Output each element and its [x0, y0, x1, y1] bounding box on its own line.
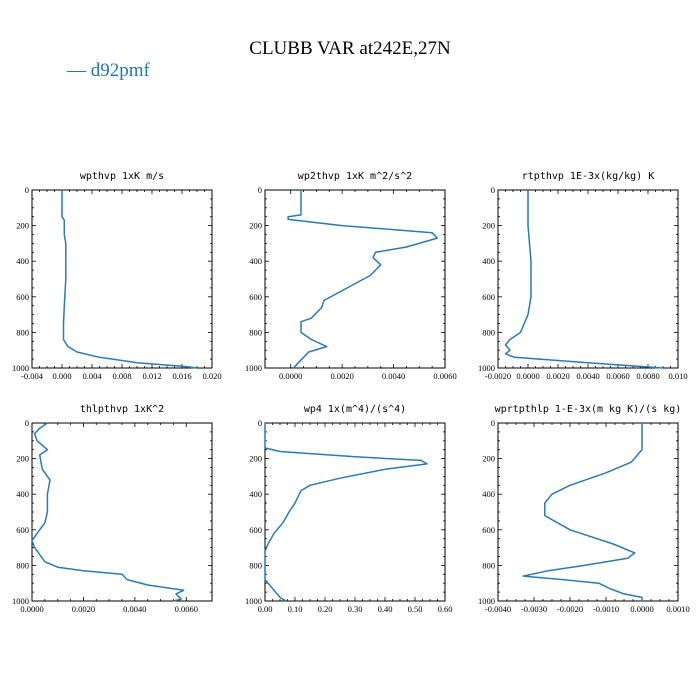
x-tick-label: 0.0000 — [279, 371, 302, 381]
x-tick-label: -0.0010 — [593, 604, 619, 614]
x-tick-label: 0.0000 — [20, 604, 43, 614]
x-tick-label: 0.010 — [668, 371, 687, 381]
panel-title: wpthvp 1xK m/s — [80, 171, 164, 182]
series-line-d92pmf — [522, 423, 643, 601]
panel-title: rtpthvp 1E-3x(kg/kg) K — [522, 171, 654, 182]
y-tick-label: 600 — [249, 525, 262, 535]
panel-3: rtpthvp 1E-3x(kg/kg) K -0.0020 0.0000 0.002… — [478, 171, 688, 381]
y-tick-label: 0 — [258, 418, 262, 428]
x-tick-label: -0.004 — [21, 371, 44, 381]
y-tick-label: 400 — [249, 256, 262, 266]
panel-2: wp2thvp 1xK m^2/s^2 0.0000 0.0020 0.0040 0.0… — [245, 171, 457, 381]
y-tick-label: 0 — [25, 185, 29, 195]
x-tick-label: 0.012 — [142, 371, 161, 381]
x-tick-label: 0.0000 — [516, 371, 539, 381]
y-tick-label: 200 — [482, 454, 495, 464]
x-tick-label: 0.008 — [112, 371, 131, 381]
y-tick-label: 400 — [482, 256, 495, 266]
y-tick-label: 200 — [249, 221, 262, 231]
x-tick-label: 0.0010 — [666, 604, 689, 614]
plot-frame — [31, 189, 213, 369]
y-tick-label: 800 — [482, 327, 495, 337]
series-line-d92pmf — [31, 422, 185, 602]
y-tick-label: 800 — [249, 327, 262, 337]
panel-title: thlpthvp 1xK^2 — [80, 404, 164, 415]
y-tick-label: 200 — [482, 221, 495, 231]
x-tick-label: 0.0000 — [630, 604, 653, 614]
y-tick-label: 1000 — [245, 363, 262, 373]
series-line-d92pmf — [61, 190, 198, 369]
panel-title: wprtpthlp 1-E-3x(m kg K)/(s kg) — [495, 404, 682, 415]
y-tick-label: 0 — [491, 418, 495, 428]
y-tick-label: 600 — [16, 292, 29, 302]
x-tick-label: 0.10 — [288, 604, 303, 614]
x-tick-label: 0.0020 — [330, 371, 353, 381]
y-tick-label: 800 — [482, 560, 495, 570]
y-tick-label: 0 — [491, 185, 495, 195]
x-tick-label: 0.0040 — [382, 371, 405, 381]
y-tick-label: 600 — [249, 292, 262, 302]
panel-title: wp4 1x(m^4)/(s^4) — [304, 404, 406, 415]
x-tick-label: 0.0060 — [175, 604, 198, 614]
panel-5: wp4 1x(m^4)/(s^4) 0.00 0.10 0.20 0.30 0.40 0.5… — [245, 404, 452, 614]
y-tick-label: 400 — [16, 256, 29, 266]
x-tick-label: 0.016 — [172, 371, 191, 381]
series-line-d92pmf — [264, 423, 428, 602]
figure-title: CLUBB VAR at242E,27N — [249, 38, 451, 59]
y-tick-label: 400 — [16, 489, 29, 499]
x-tick-label: 0.0020 — [546, 371, 569, 381]
y-tick-label: 600 — [482, 292, 495, 302]
panel-6: wprtpthlp 1-E-3x(m kg K)/(s kg) -0.0040 -0… — [478, 404, 690, 614]
y-tick-label: 1000 — [12, 596, 29, 606]
y-tick-label: 400 — [482, 489, 495, 499]
x-tick-label: 0.0040 — [576, 371, 599, 381]
x-tick-label: 0.004 — [82, 371, 102, 381]
plot-frame — [497, 422, 679, 602]
x-tick-label: 0.50 — [408, 604, 423, 614]
x-tick-label: 0.30 — [348, 604, 363, 614]
x-tick-label: 0.00 — [258, 604, 273, 614]
x-tick-label: 0.0060 — [606, 371, 629, 381]
x-tick-label: -0.0040 — [485, 604, 511, 614]
y-tick-label: 0 — [258, 185, 262, 195]
x-tick-label: 0.40 — [378, 604, 393, 614]
panel-1: wpthvp 1xK m/s -0.004 0.000 0.004 0.008 0.012… — [12, 171, 222, 381]
y-tick-label: 1000 — [12, 363, 29, 373]
x-tick-label: -0.0020 — [485, 371, 511, 381]
plot-frame — [497, 189, 679, 369]
panel-4: thlpthvp 1xK^2 0.0000 0.0020 0.0040 0.0060 0 2… — [12, 404, 213, 614]
panels: wpthvp 1xK m/s-0.004 0.000 0.004 0.008 0.012… — [12, 171, 690, 614]
x-tick-label: 0.020 — [202, 371, 221, 381]
x-tick-label: 0.000 — [52, 371, 71, 381]
y-tick-label: 600 — [482, 525, 495, 535]
x-tick-label: -0.0020 — [557, 604, 583, 614]
y-tick-label: 600 — [16, 525, 29, 535]
y-tick-label: 800 — [16, 560, 29, 570]
y-tick-label: 200 — [16, 454, 29, 464]
y-tick-label: 1000 — [245, 596, 262, 606]
y-tick-label: 200 — [16, 221, 29, 231]
x-tick-label: -0.0030 — [521, 604, 547, 614]
x-tick-label: 0.0060 — [433, 371, 456, 381]
y-tick-label: 200 — [249, 454, 262, 464]
series-line-d92pmf — [504, 190, 664, 369]
x-tick-label: 0.0040 — [123, 604, 146, 614]
plot-frame — [264, 422, 446, 602]
y-tick-label: 0 — [25, 418, 29, 428]
x-tick-label: 0.60 — [438, 604, 453, 614]
y-tick-label: 800 — [16, 327, 29, 337]
legend-entry: — d92pmf — [66, 60, 151, 81]
y-tick-label: 400 — [249, 489, 262, 499]
y-tick-label: 800 — [249, 560, 262, 570]
y-tick-label: 1000 — [478, 596, 495, 606]
x-tick-label: 0.20 — [318, 604, 333, 614]
x-tick-label: 0.0080 — [636, 371, 659, 381]
y-tick-label: 1000 — [478, 363, 495, 373]
panel-title: wp2thvp 1xK m^2/s^2 — [298, 171, 412, 182]
x-tick-label: 0.0020 — [72, 604, 95, 614]
series-line-d92pmf — [287, 190, 439, 369]
